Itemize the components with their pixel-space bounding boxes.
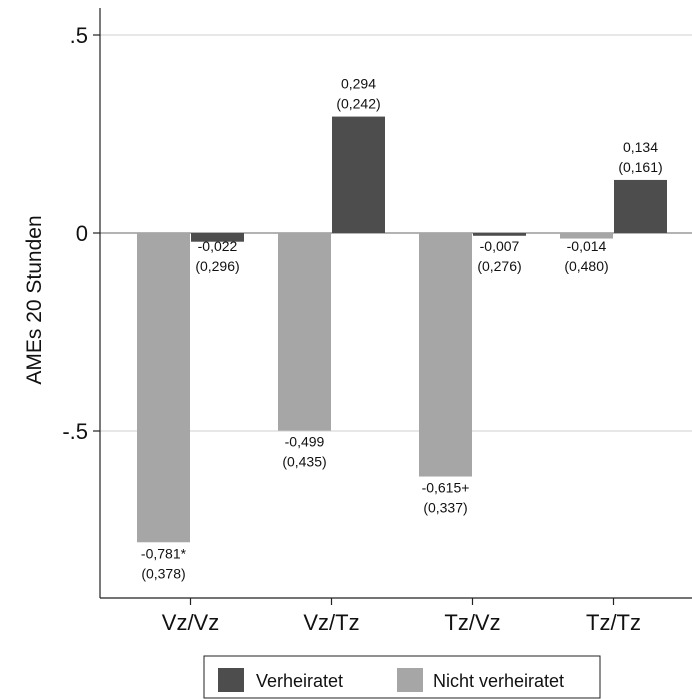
data-label-0-1: -0,499: [285, 434, 325, 450]
bar-nicht-verheiratet-1: [278, 233, 331, 431]
y-tick-label-2: -.5: [62, 419, 88, 444]
se-label-0-2: (0,337): [423, 500, 467, 516]
bars-layer: [137, 116, 667, 543]
x-tick-label-3: Tz/Tz: [586, 610, 641, 635]
y-axis-label: AMEs 20 Stunden: [23, 215, 46, 384]
data-label-0-2: -0,615+: [422, 480, 470, 496]
bar-verheiratet-3: [614, 179, 667, 233]
data-label-0-0: -0,781*: [141, 545, 187, 561]
bar-nicht-verheiratet-3: [560, 233, 613, 239]
labels-layer: -0,781* (0,378) -0,022 (0,296) -0,499 (0,435)…: [141, 76, 663, 582]
se-label-1-3: (0,161): [618, 159, 662, 175]
se-label-1-2: (0,276): [477, 258, 521, 274]
data-label-1-3: 0,134: [623, 139, 658, 155]
x-tick-label-0: Vz/Vz: [162, 610, 219, 635]
data-label-0-3: -0,014: [567, 238, 607, 254]
se-label-0-3: (0,480): [564, 258, 608, 274]
bar-verheiratet-2: [473, 233, 526, 236]
data-label-1-0: -0,022: [198, 238, 238, 254]
bar-verheiratet-0: [191, 233, 244, 242]
legend-label-0: Verheiratet: [256, 671, 343, 691]
y-tick-label-0: .5: [70, 23, 88, 48]
x-tick-label-1: Vz/Tz: [303, 610, 359, 635]
legend: Verheiratet Nicht verheiratet: [203, 655, 601, 699]
legend-label-1: Nicht verheiratet: [433, 671, 564, 691]
se-label-1-1: (0,242): [336, 96, 380, 112]
se-label-0-0: (0,378): [141, 565, 185, 581]
x-tick-label-2: Tz/Vz: [444, 610, 500, 635]
bar-nicht-verheiratet-0: [137, 233, 190, 543]
legend-swatch-0: [218, 668, 244, 692]
data-label-1-1: 0,294: [341, 76, 376, 92]
axes-layer: .5 0 -.5 Vz/Vz Vz/Tz Tz/Vz Tz/Tz: [62, 8, 692, 635]
se-label-0-1: (0,435): [282, 454, 326, 470]
data-label-1-2: -0,007: [480, 238, 520, 254]
bar-verheiratet-1: [332, 116, 385, 233]
se-label-1-0: (0,296): [195, 258, 239, 274]
legend-swatch-1: [397, 668, 423, 692]
y-tick-label-1: 0: [76, 221, 88, 246]
bar-nicht-verheiratet-2: [419, 233, 472, 477]
